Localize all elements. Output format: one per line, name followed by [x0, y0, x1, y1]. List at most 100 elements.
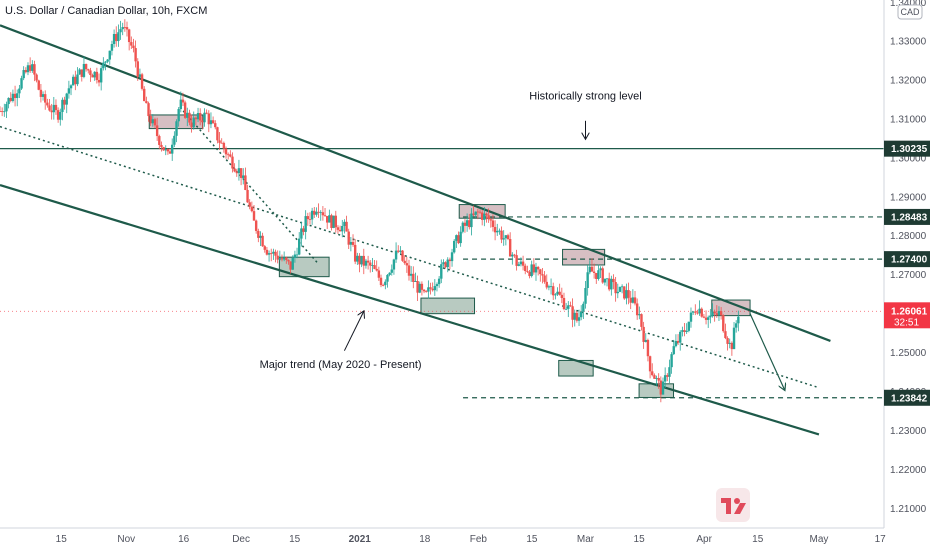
- level-tag-bg: [884, 208, 930, 225]
- candle: [132, 38, 135, 53]
- level-price-tag[interactable]: 1.27400: [884, 251, 930, 268]
- candle: [711, 303, 714, 318]
- candle: [358, 253, 361, 273]
- candle-body: [125, 27, 129, 30]
- level-tag-bg: [884, 389, 930, 406]
- candle: [724, 323, 727, 340]
- candle-body: [56, 110, 60, 120]
- y-tick-label: 1.21000: [890, 504, 927, 515]
- level-tag-text: 1.28483: [891, 212, 928, 223]
- level-price-tag[interactable]: 1.23842: [884, 389, 930, 406]
- candle: [121, 22, 124, 36]
- candle: [171, 138, 174, 161]
- candle: [730, 341, 734, 356]
- candle-body: [536, 266, 540, 270]
- candle-body: [541, 274, 544, 276]
- candle: [556, 287, 559, 296]
- candle-body: [207, 113, 211, 125]
- candle: [65, 92, 68, 114]
- candle: [502, 230, 505, 246]
- candle-body: [524, 265, 527, 272]
- candle: [147, 101, 150, 122]
- candle-body: [183, 102, 187, 118]
- candle: [648, 355, 652, 379]
- candle: [214, 120, 217, 130]
- candle-body: [472, 213, 475, 215]
- candle: [674, 334, 678, 348]
- candle-body: [444, 262, 447, 268]
- candle-body: [715, 313, 719, 316]
- major-trend-annotation: Major trend (May 2020 - Present): [260, 359, 422, 371]
- candle-body: [448, 259, 452, 262]
- candle-body: [145, 101, 148, 104]
- candle-body: [655, 377, 658, 379]
- candle-body: [567, 305, 570, 309]
- candle: [160, 141, 163, 152]
- candle: [377, 266, 381, 281]
- candle: [511, 252, 514, 265]
- candle-body: [717, 311, 721, 316]
- time-axis[interactable]: 15 Nov 16 Dec 15 2021 18 Feb 15 Mar 15 Apr 15 May 17: [56, 534, 887, 545]
- candle-body: [41, 94, 45, 97]
- x-tick-label: May: [809, 534, 828, 545]
- candle: [341, 219, 344, 238]
- candle-body: [487, 215, 490, 220]
- support-zone: [278, 256, 330, 278]
- level-price-tag[interactable]: 1.28483: [884, 208, 930, 225]
- current-price-tag-bg: [884, 302, 930, 329]
- level-tag-bg: [884, 140, 930, 157]
- candle-body: [347, 231, 350, 245]
- candle: [713, 309, 716, 322]
- resistance-zone: [562, 248, 606, 266]
- candle-body: [390, 269, 393, 273]
- candle: [168, 148, 172, 154]
- candle-body: [295, 254, 299, 256]
- x-tick-label: 18: [419, 534, 431, 545]
- candle: [687, 321, 691, 333]
- candle: [519, 257, 523, 267]
- candle: [33, 60, 36, 82]
- candle: [543, 271, 546, 284]
- candle-body: [186, 112, 189, 118]
- x-tick-label: Feb: [470, 534, 488, 545]
- candle-body: [198, 113, 202, 121]
- y-tick-label: 1.32000: [890, 75, 927, 86]
- candle: [140, 72, 144, 91]
- candle: [353, 239, 357, 265]
- candle: [625, 283, 628, 305]
- candle: [102, 57, 105, 71]
- candle: [186, 107, 189, 127]
- candle: [56, 107, 60, 123]
- candle: [681, 326, 684, 337]
- candle: [308, 212, 312, 225]
- candle-body: [102, 62, 105, 69]
- candle: [123, 19, 127, 32]
- candle: [414, 272, 417, 283]
- candle: [347, 228, 350, 250]
- candle: [420, 281, 424, 296]
- projection-arrow: [749, 313, 784, 390]
- candle-body: [694, 311, 697, 313]
- candle: [580, 305, 583, 321]
- candle-body: [177, 109, 180, 122]
- candle-body: [569, 305, 572, 307]
- level-price-tag[interactable]: 1.30235: [884, 140, 930, 157]
- candle-body: [289, 261, 292, 270]
- candle: [642, 321, 645, 349]
- candle-body: [235, 171, 238, 174]
- currency-badge[interactable]: CAD: [897, 4, 923, 20]
- price-axis[interactable]: 1.340001.330001.320001.310001.300001.290…: [884, 0, 930, 515]
- candle-body: [726, 338, 729, 344]
- candle: [59, 108, 62, 126]
- candle-body: [336, 227, 340, 230]
- candle: [5, 101, 8, 119]
- candle-body: [304, 216, 307, 232]
- candle-body: [433, 286, 437, 291]
- candle-body: [670, 354, 673, 368]
- time-axis-bg[interactable]: [0, 528, 932, 550]
- candle-body: [502, 238, 505, 240]
- candle: [405, 256, 409, 273]
- candle-body: [265, 249, 269, 255]
